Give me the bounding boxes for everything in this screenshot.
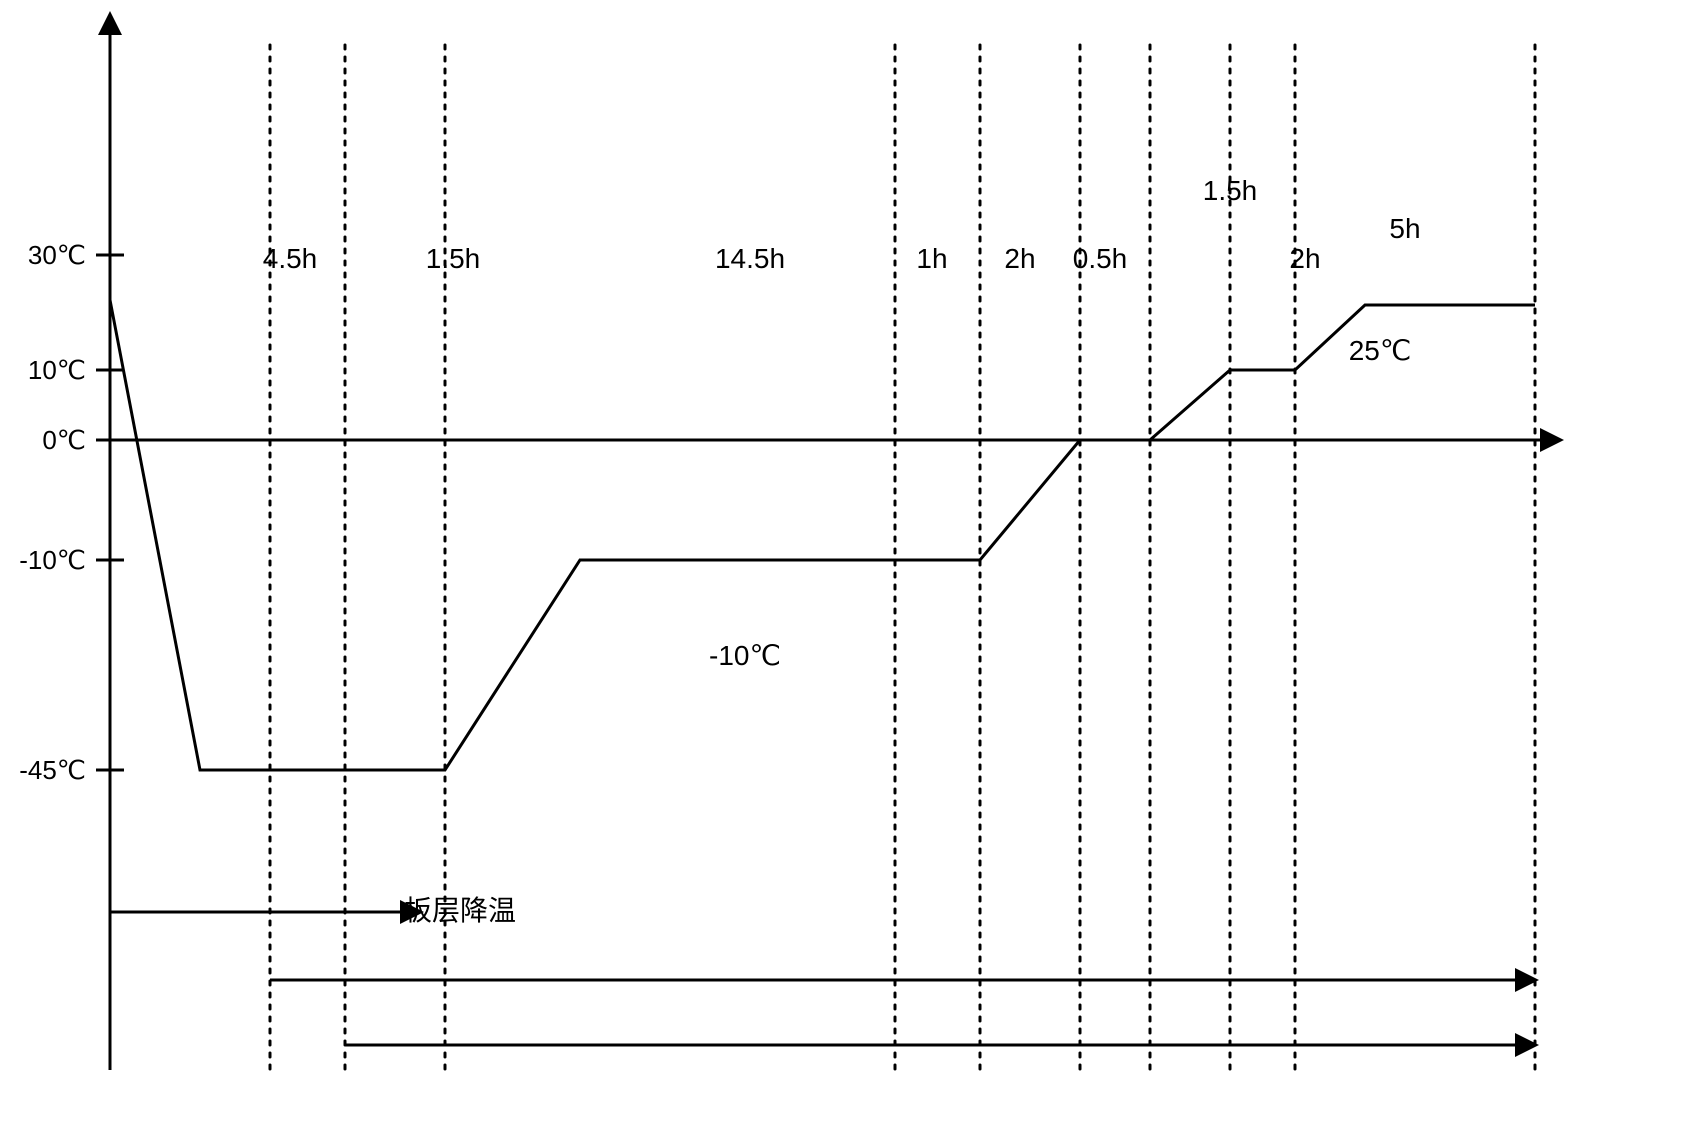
segment-duration-label: 1h [916, 243, 947, 274]
segment-duration-label: 14.5h [715, 243, 785, 274]
y-tick-label: -45℃ [19, 755, 86, 785]
segment-duration-label: 1.5h [1203, 175, 1258, 206]
segment-duration-label: 2h [1004, 243, 1035, 274]
segment-duration-label: 2h [1289, 243, 1320, 274]
chart-annotation: -10℃ [709, 640, 781, 671]
y-tick-label: 0℃ [42, 425, 86, 455]
temperature-profile-line [110, 300, 1535, 770]
chart-annotation: 板层降温 [404, 895, 516, 926]
chart-annotation: 25℃ [1349, 335, 1412, 366]
segment-duration-label: 0.5h [1073, 243, 1128, 274]
y-tick-label: 30℃ [28, 240, 86, 270]
segment-duration-label: 1.5h [426, 243, 481, 274]
temperature-profile-chart: 30℃ 10℃ 0℃ -10℃ -45℃ 4.5h 1.5h 14.5h 1h 2h 0.5h 1.5… [0, 0, 1703, 1129]
y-tick-label: -10℃ [19, 545, 86, 575]
y-tick-label: 10℃ [28, 355, 86, 385]
segment-duration-label: 4.5h [263, 243, 318, 274]
segment-duration-label: 5h [1389, 213, 1420, 244]
